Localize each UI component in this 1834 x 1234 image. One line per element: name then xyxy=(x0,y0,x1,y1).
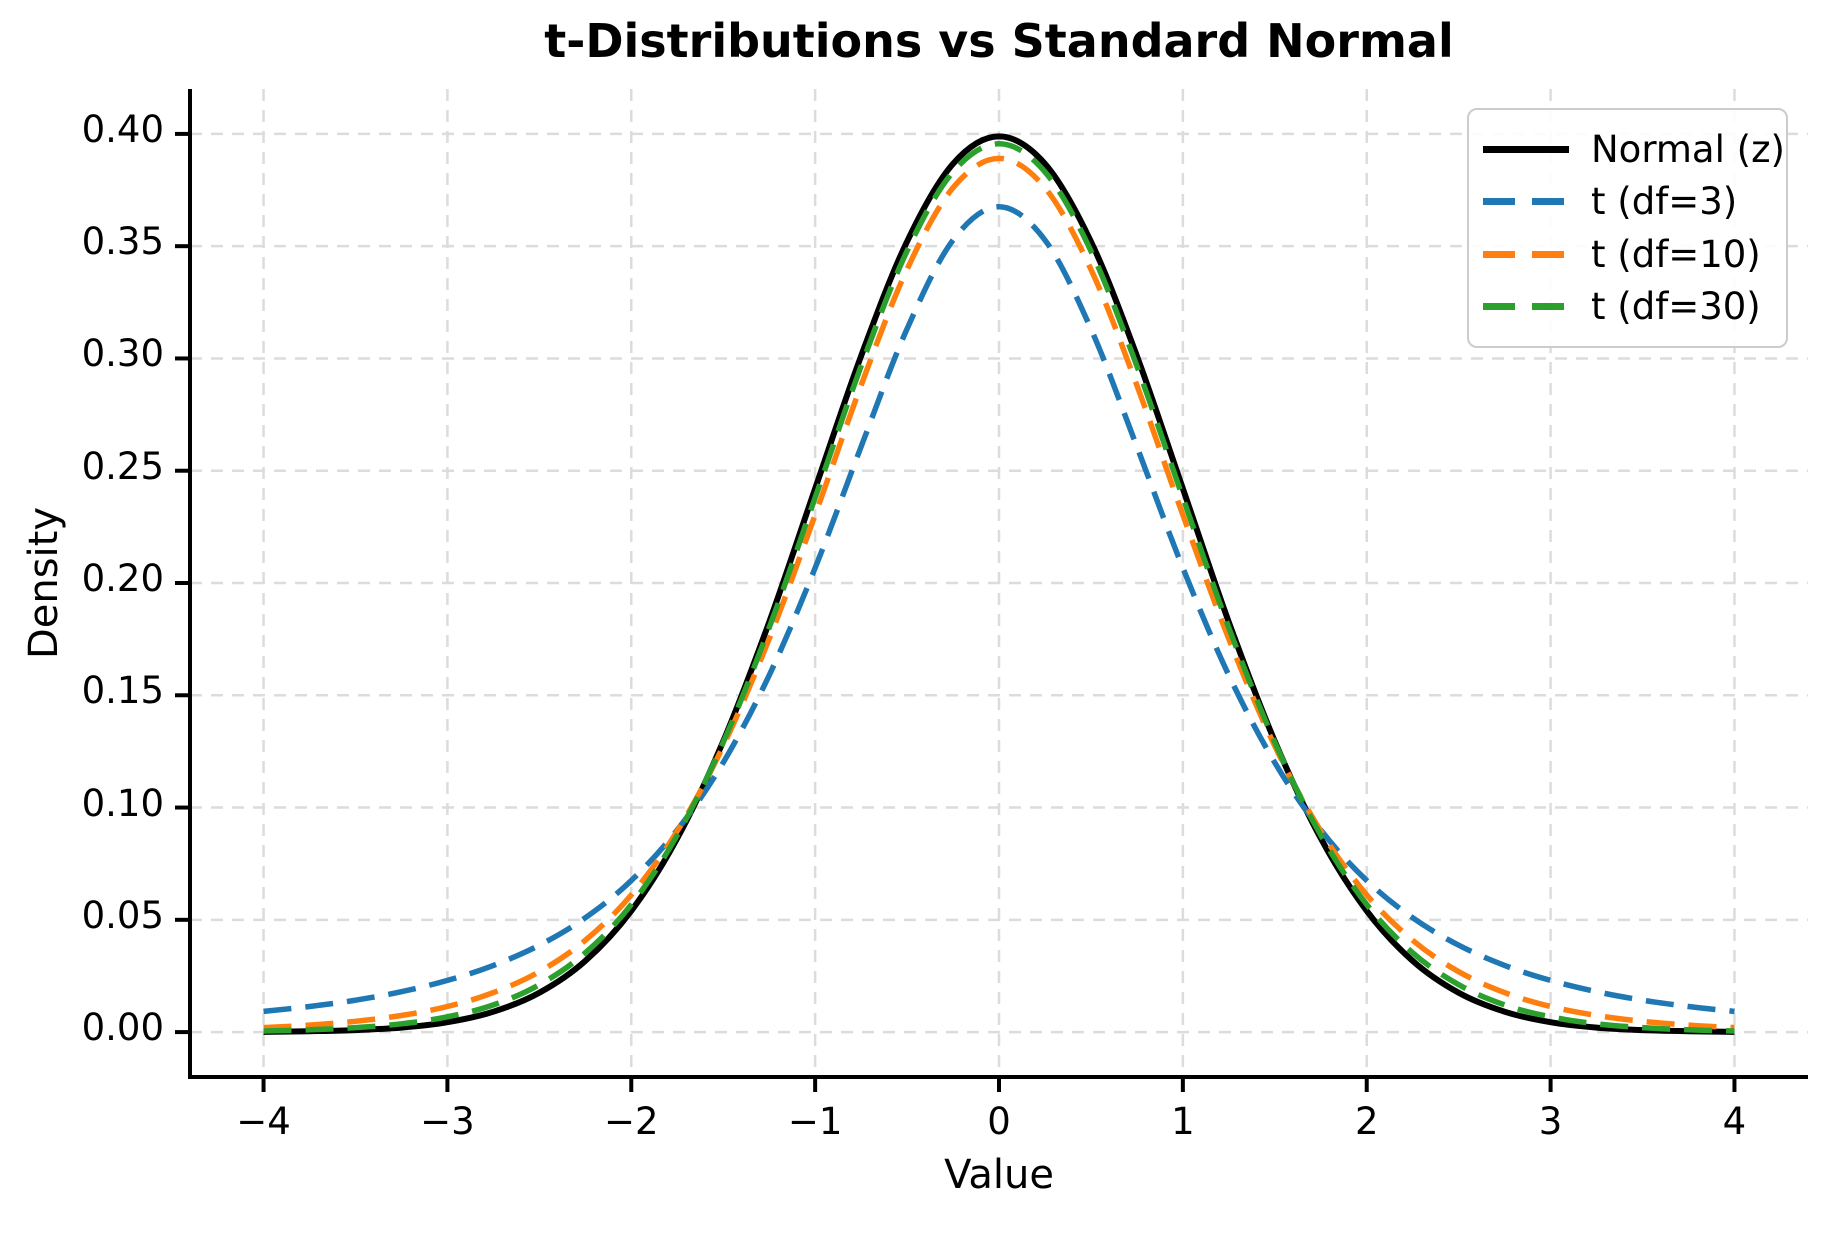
legend: Normal (z) t (df=3) t (df=10) t (df=30) xyxy=(1467,108,1788,348)
legend-item-label: t (df=10) xyxy=(1591,232,1761,276)
legend-item: t (df=3) xyxy=(1483,180,1786,223)
curve-t-df-10- xyxy=(263,155,1735,1031)
y-tick-label: 0.30 xyxy=(81,332,164,376)
curve-t-df-30- xyxy=(263,141,1735,1034)
curve-normal-z- xyxy=(263,133,1735,1035)
y-tick-label: 0.20 xyxy=(81,557,164,600)
y-tick-label: 0.00 xyxy=(81,1006,164,1050)
chart-title: t-Distributions vs Standard Normal xyxy=(544,14,1454,68)
y-tick-label: 0.15 xyxy=(81,669,164,713)
curve-t-df-3- xyxy=(263,203,1735,1015)
legend-line-sample xyxy=(1483,250,1569,258)
legend-item-label: Normal (z) xyxy=(1591,127,1785,171)
legend-item: Normal (z) xyxy=(1483,128,1786,171)
x-tick-label: −2 xyxy=(603,1100,659,1143)
x-tick-label: −3 xyxy=(420,1100,475,1143)
legend-item: t (df=10) xyxy=(1483,233,1786,276)
x-tick-label: 2 xyxy=(1354,1100,1379,1143)
legend-item-label: t (df=30) xyxy=(1591,285,1761,329)
legend-item-label: t (df=3) xyxy=(1591,180,1738,224)
y-tick-label: 0.35 xyxy=(81,220,164,264)
x-tick-label: 3 xyxy=(1538,1100,1563,1143)
y-tick-label: 0.10 xyxy=(81,781,164,825)
legend-line-sample xyxy=(1483,303,1569,311)
y-tick-label: 0.40 xyxy=(81,107,164,151)
x-axis-label: Value xyxy=(944,1152,1054,1198)
x-tick-label: 1 xyxy=(1171,1100,1195,1143)
x-tick-label: −4 xyxy=(236,1100,291,1143)
legend-line-sample xyxy=(1483,198,1569,206)
y-tick-label: 0.05 xyxy=(81,893,164,937)
x-tick-label: 4 xyxy=(1722,1100,1747,1143)
axis-spines xyxy=(188,89,1808,1079)
legend-item: t (df=30) xyxy=(1483,285,1786,328)
y-tick-label: 0.25 xyxy=(81,444,164,488)
x-tick-label: 0 xyxy=(987,1100,1011,1143)
x-tick-label: −1 xyxy=(787,1100,843,1143)
legend-line-sample xyxy=(1483,145,1569,153)
